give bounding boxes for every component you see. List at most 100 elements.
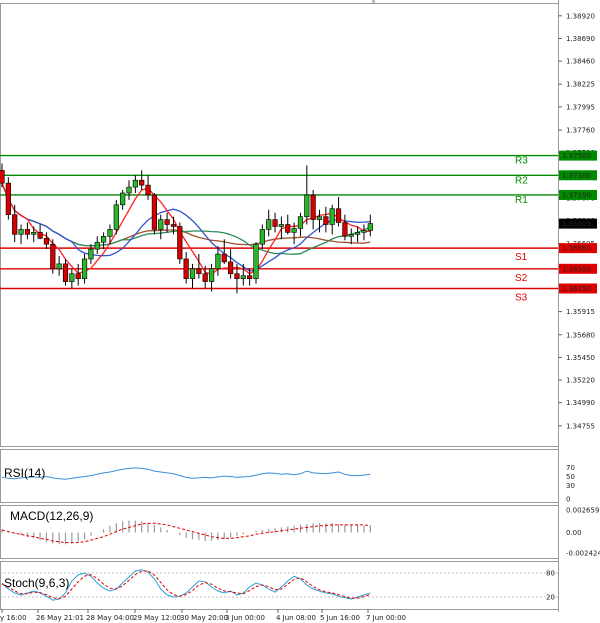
top-marker: [372, 0, 375, 3]
level-label-r1: R1: [515, 195, 528, 206]
x-tick-label: 29 May 12:00: [133, 614, 181, 622]
level-label-s1: S1: [515, 252, 528, 263]
candle-body: [304, 194, 310, 217]
y-tick-label: 1.35220: [566, 377, 595, 385]
macd-tick-label: 0.002659: [566, 507, 599, 515]
y-tick-label: 1.38920: [566, 12, 595, 20]
candle-body: [266, 219, 272, 230]
rsi-label: RSI(14): [4, 466, 45, 480]
candle-body: [202, 273, 208, 282]
candle-body: [164, 219, 170, 225]
macd-signal-line: [1, 522, 371, 544]
candle-body: [189, 268, 196, 279]
candle-body: [367, 223, 373, 231]
rsi-tick-label: 30: [566, 482, 575, 490]
x-tick-label: 3 Jun 00:00: [225, 614, 265, 622]
level-price-box-s1: [559, 243, 597, 254]
candle-body: [151, 194, 158, 230]
level-price-label-s3: 1.36150: [562, 285, 591, 293]
level-price-box-r1: [559, 189, 597, 200]
candle-body: [94, 241, 100, 250]
candle-body: [88, 248, 94, 260]
level-label-s2: S2: [515, 273, 528, 284]
macd-tick-label: -0.002424: [566, 550, 600, 558]
level-price-label-r1: 1.37100: [562, 192, 591, 200]
rsi-tick-label: 70: [566, 464, 575, 472]
level-price-label-r2: 1.37300: [562, 172, 591, 180]
macd-label: MACD(12,26,9): [10, 509, 93, 523]
y-tick-label: 1.34990: [566, 399, 595, 407]
candle-body: [285, 224, 291, 233]
candle-body: [272, 219, 278, 227]
candle-body: [234, 273, 240, 279]
x-tick-label: 7 Jun 00:00: [366, 614, 406, 622]
candle-body: [120, 192, 126, 206]
level-price-label-r3: 1.37500: [562, 152, 591, 160]
candle-body: [101, 236, 107, 243]
candle-body: [107, 229, 113, 237]
candle-body: [18, 229, 24, 235]
candle-body: [208, 268, 215, 282]
candle-body: [81, 258, 88, 279]
rsi-tick-label: 50: [566, 473, 575, 481]
y-tick-label: 1.38225: [566, 81, 595, 89]
candle-body: [31, 232, 37, 235]
candle-body: [145, 184, 151, 196]
level-price-box-s2: [559, 263, 597, 274]
y-tick-label: 1.37995: [566, 103, 595, 111]
candle-body: [24, 229, 31, 235]
stoch-tick-label: 20: [546, 594, 555, 602]
candle-body: [0, 170, 5, 184]
candle-body: [56, 263, 62, 270]
candle-body: [75, 273, 81, 279]
candle-body: [221, 253, 227, 263]
y-tick-label: 1.38690: [566, 35, 595, 43]
stoch-k-line: [1, 569, 371, 601]
candle-body: [323, 216, 329, 225]
x-tick-label: 28 May 04:00: [86, 614, 134, 622]
y-tick-label: 1.38460: [566, 58, 595, 66]
candle-body: [183, 258, 189, 279]
y-tick-label: 1.35680: [566, 331, 595, 339]
candle-body: [335, 208, 342, 223]
candle-body: [177, 226, 183, 260]
macd-tick-label: 0.00: [566, 529, 582, 537]
candle-body: [316, 216, 323, 220]
candle-body: [43, 237, 50, 245]
candle-body: [228, 261, 234, 275]
candle-body: [259, 229, 265, 245]
candle-body: [132, 179, 138, 188]
candle-body: [139, 179, 145, 186]
x-tick-label: 5 Jun 16:00: [320, 614, 360, 622]
candle-body: [297, 216, 304, 229]
candle-body: [247, 275, 253, 279]
candle-body: [342, 222, 348, 237]
x-tick-label: 30 May 20:00: [180, 614, 228, 622]
panel-frame-rsi: [0, 449, 559, 503]
y-tick-label: 1.35915: [566, 308, 595, 316]
candle-body: [50, 243, 56, 270]
stoch-tick-label: 80: [546, 570, 555, 578]
x-tick-label: 4 Jun 08:00: [276, 614, 316, 622]
level-label-r3: R3: [515, 156, 528, 167]
x-tick-label: 26 May 21:01: [36, 614, 84, 622]
candle-body: [126, 186, 132, 194]
level-price-label-s2: 1.36350: [562, 265, 591, 273]
candle-body: [329, 208, 335, 225]
ma-red-line: [1, 182, 371, 276]
candle-body: [5, 182, 11, 215]
level-price-label-s1: 1.36560: [562, 245, 591, 253]
y-tick-label: 1.37760: [566, 126, 595, 134]
candle-body: [37, 232, 43, 239]
level-label-s3: S3: [515, 292, 528, 303]
y-tick-label: 1.34755: [566, 422, 595, 430]
level-price-box-r3: [559, 150, 597, 161]
candle-body: [291, 228, 297, 233]
y-tick-label: 1.35450: [566, 354, 595, 362]
candle-body: [348, 234, 354, 237]
stoch-d-line: [1, 570, 371, 600]
current-price-box: [559, 218, 597, 229]
rsi-tick-label: 0: [566, 496, 570, 504]
level-price-box-r2: [559, 170, 597, 181]
